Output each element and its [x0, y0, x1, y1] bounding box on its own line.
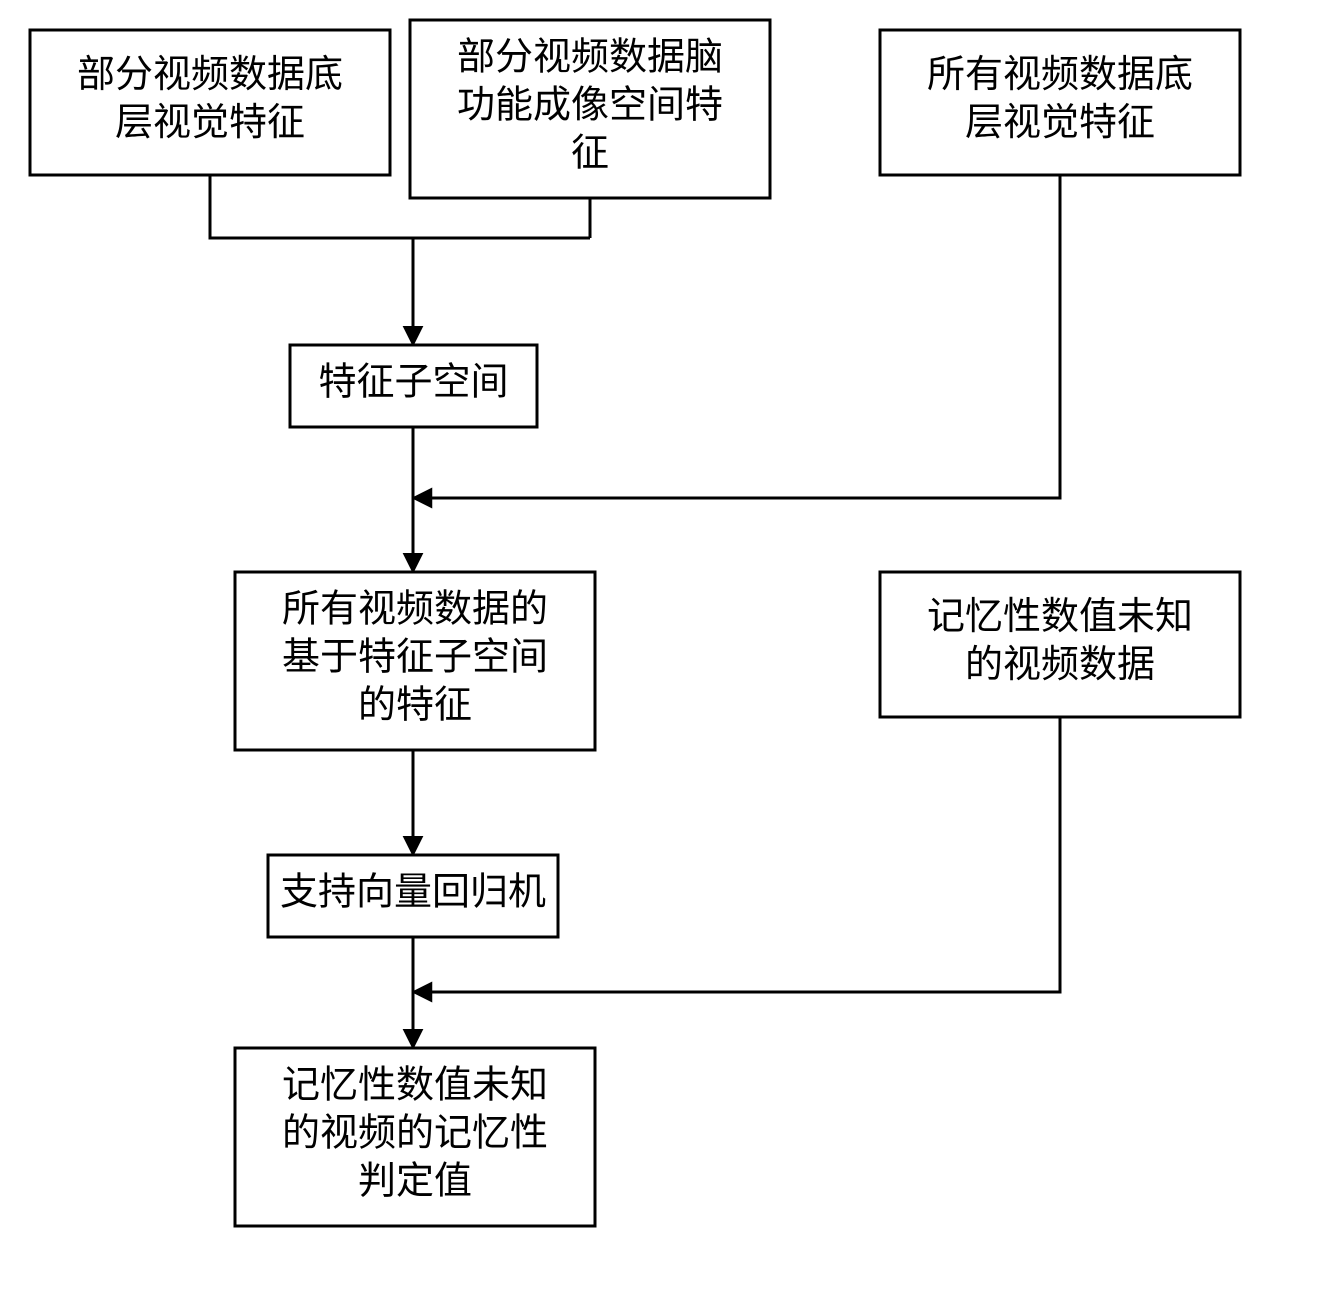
node-n5-line-1: 基于特征子空间 [282, 637, 548, 679]
node-n2-line-2: 征 [571, 133, 609, 175]
node-n4-line-0: 特征子空间 [318, 362, 508, 404]
node-n5-line-0: 所有视频数据的 [282, 589, 548, 631]
node-n4: 特征子空间 [290, 345, 537, 427]
node-n1-line-1: 层视觉特征 [115, 102, 305, 144]
node-n3-line-0: 所有视频数据底 [927, 54, 1193, 96]
node-n8: 记忆性数值未知的视频的记忆性判定值 [235, 1048, 595, 1226]
node-n8-line-2: 判定值 [358, 1161, 472, 1203]
node-n2-line-1: 功能成像空间特 [457, 85, 723, 127]
node-n5: 所有视频数据的基于特征子空间的特征 [235, 572, 595, 750]
node-n6-line-1: 的视频数据 [965, 644, 1155, 686]
node-n3-line-1: 层视觉特征 [965, 102, 1155, 144]
node-n7-line-0: 支持向量回归机 [280, 872, 546, 914]
node-n1: 部分视频数据底层视觉特征 [30, 30, 390, 175]
node-n3: 所有视频数据底层视觉特征 [880, 30, 1240, 175]
edge-e5 [413, 175, 1060, 498]
node-n8-line-1: 的视频的记忆性 [282, 1113, 548, 1155]
node-n6-line-0: 记忆性数值未知 [927, 596, 1193, 638]
node-n1-line-0: 部分视频数据底 [77, 54, 343, 96]
node-n2: 部分视频数据脑功能成像空间特征 [410, 20, 770, 198]
node-n5-line-2: 的特征 [358, 685, 472, 727]
node-n6: 记忆性数值未知的视频数据 [880, 572, 1240, 717]
node-n8-line-0: 记忆性数值未知 [282, 1065, 548, 1107]
node-n2-line-0: 部分视频数据脑 [457, 37, 723, 79]
node-n7: 支持向量回归机 [268, 855, 558, 937]
